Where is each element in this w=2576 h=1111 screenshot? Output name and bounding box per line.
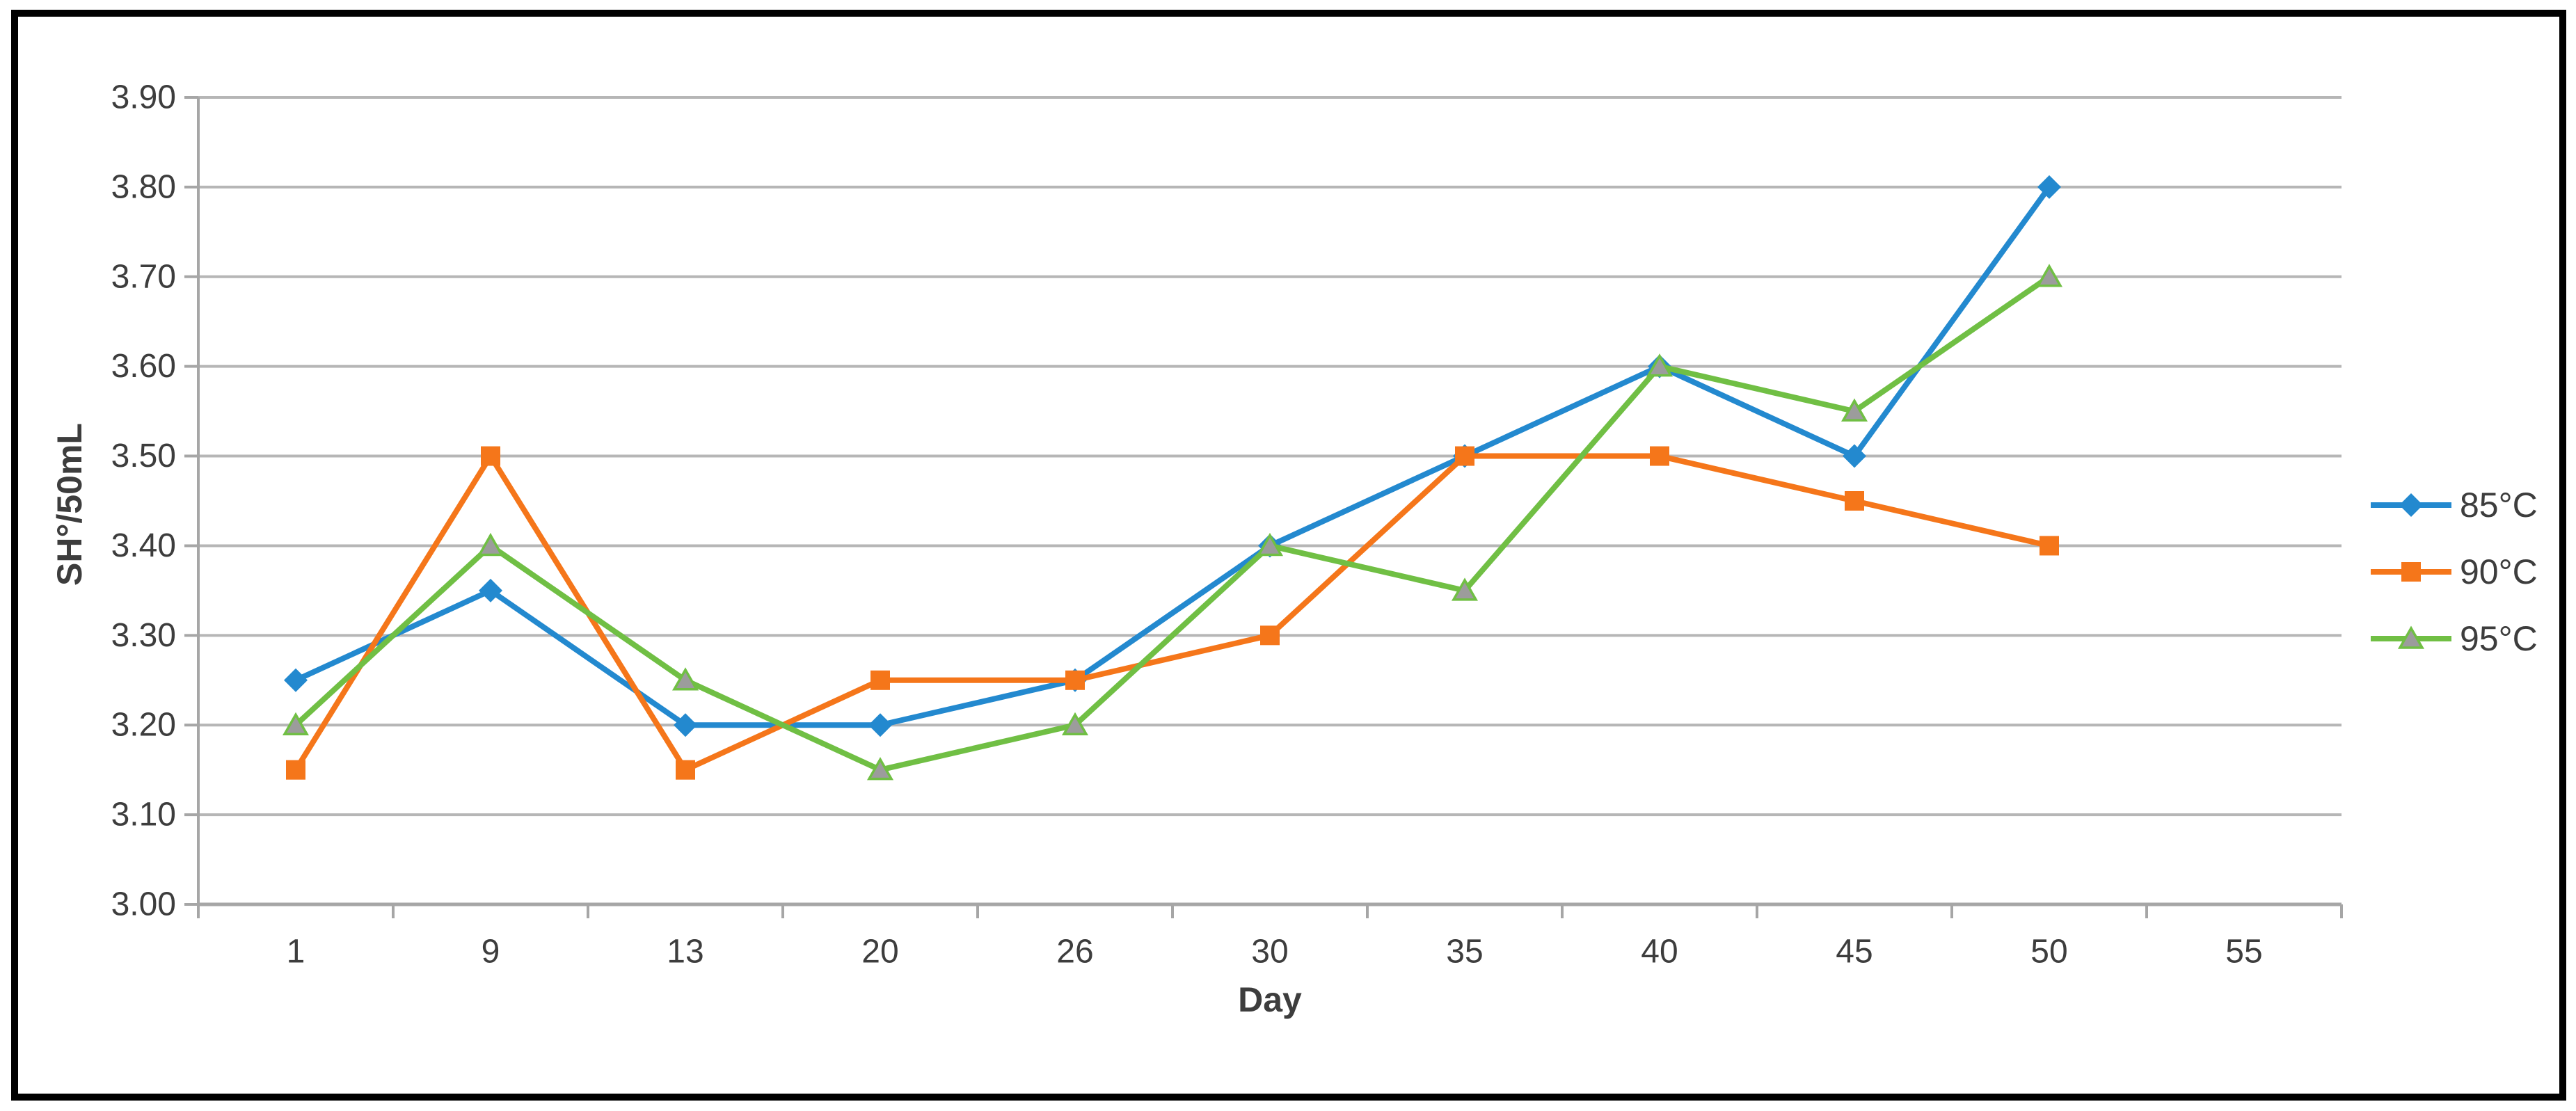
x-tick-label: 30 [1251, 934, 1288, 970]
legend-item-90c: 90°C [2369, 552, 2538, 591]
x-tick-label: 50 [2030, 934, 2067, 970]
series-marker-90c [1650, 446, 1669, 466]
series-marker-95c [1256, 532, 1284, 557]
legend-swatch-marker [2401, 562, 2421, 582]
x-tick-label: 35 [1446, 934, 1483, 970]
x-tick-label: 1 [287, 934, 305, 970]
series-marker-95c [1061, 712, 1089, 735]
series-marker-95c [1840, 398, 1868, 422]
series-marker-95c [477, 532, 504, 557]
y-tick-label: 3.10 [111, 797, 176, 833]
series-marker-90c [481, 446, 500, 466]
y-tick-label: 3.00 [111, 886, 176, 923]
series-marker-95c [282, 712, 310, 735]
series-marker-90c [1455, 446, 1474, 466]
series-marker-85c [2037, 175, 2061, 199]
series-marker-85c [284, 668, 308, 692]
series-marker-95c [1451, 577, 1479, 601]
series-marker-90c [2040, 536, 2059, 556]
y-tick-label: 3.50 [111, 438, 176, 474]
legend-label: 95°C [2460, 619, 2538, 658]
x-tick-label: 55 [2225, 934, 2262, 970]
series-line-85c [293, 184, 2052, 728]
y-tick-label: 3.80 [111, 168, 176, 205]
series-marker-85c [868, 713, 892, 737]
y-axis-title: SH°/50mL [50, 423, 89, 586]
series-marker-90c [870, 670, 890, 690]
x-tick-label: 45 [1836, 934, 1873, 970]
legend-label: 90°C [2460, 552, 2538, 591]
legend-swatch-marker [2397, 625, 2425, 649]
x-tick-label: 9 [482, 934, 500, 970]
legend: 85°C 90°C 95°C [2369, 486, 2538, 658]
y-tick-label: 3.70 [111, 258, 176, 295]
legend-item-85c: 85°C [2369, 486, 2538, 525]
series-marker-95c [866, 757, 894, 781]
y-tick-label: 3.30 [111, 617, 176, 654]
x-tick-label: 13 [667, 934, 703, 970]
triangle-marker-icon [2371, 625, 2451, 649]
series-marker-90c [286, 760, 305, 780]
y-tick-label: 3.60 [111, 348, 176, 385]
series-marker-95c [671, 667, 699, 691]
legend-item-95c: 95°C [2369, 619, 2538, 658]
series-marker-90c [1845, 491, 1864, 511]
x-tick-label: 26 [1056, 934, 1093, 970]
diamond-marker-icon [2371, 493, 2451, 517]
series-marker-90c [1260, 625, 1280, 646]
series-marker-95c [2035, 264, 2063, 287]
series-marker-85c [1843, 444, 1866, 468]
legend-label: 85°C [2460, 486, 2538, 525]
series-marker-90c [676, 760, 695, 780]
series-line-95c [293, 273, 2052, 773]
series-marker-85c [479, 578, 502, 602]
series-marker-85c [674, 713, 697, 737]
x-tick-label: 40 [1641, 934, 1678, 970]
square-marker-icon [2371, 562, 2451, 582]
legend-swatch-marker [2399, 493, 2423, 517]
y-tick-label: 3.20 [111, 707, 176, 744]
x-tick-label: 20 [861, 934, 898, 970]
y-tick-label: 3.90 [111, 79, 176, 116]
x-axis-title: Day [1238, 980, 1302, 1019]
series-marker-95c [1646, 353, 1673, 377]
series-marker-90c [1065, 670, 1085, 690]
y-tick-label: 3.40 [111, 527, 176, 564]
chart-border [11, 10, 2566, 1101]
